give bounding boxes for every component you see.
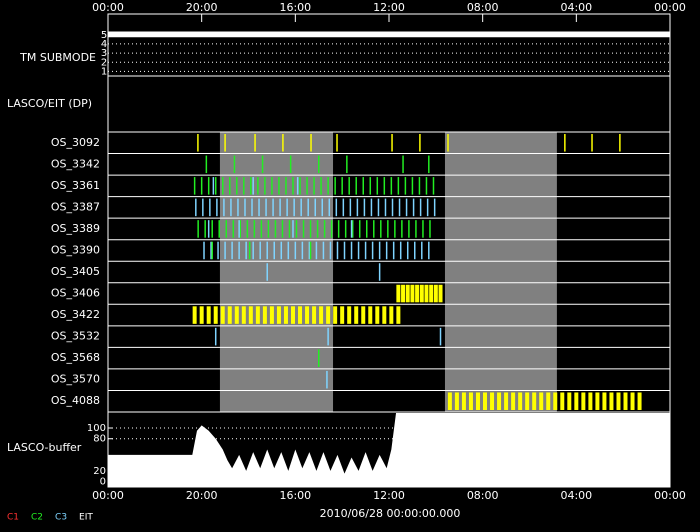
submode-label: TM SUBMODE — [19, 51, 96, 64]
submode-tick-label: 2 — [101, 57, 107, 68]
buffer-tick-label: 80 — [93, 434, 106, 445]
buffer-tick-label: 100 — [87, 423, 106, 434]
row-label: OS_3092 — [51, 136, 100, 149]
row-label: OS_3570 — [51, 373, 100, 386]
x-tick-label-bottom: 04:00 — [560, 489, 592, 502]
row-label: OS_3405 — [51, 265, 100, 278]
legend-entry: C3 — [55, 513, 67, 523]
row-label: OS_3390 — [51, 243, 100, 256]
x-tick-label-bottom: 20:00 — [186, 489, 218, 502]
shaded-band — [444, 132, 557, 412]
dp-label: LASCO/EIT (DP) — [7, 97, 92, 110]
frame: 00:00 00:00 20:00 20:00 16:00 16:00 12:00 12:00… — [7, 1, 686, 523]
row-label: OS_3361 — [51, 179, 100, 192]
buffer-area — [108, 413, 670, 487]
x-tick-label-bottom: 00:00 — [654, 489, 686, 502]
legend-entry: C1 — [7, 513, 19, 523]
buffer-tick-label: 20 — [93, 466, 106, 477]
x-tick-label-top: 20:00 — [186, 1, 218, 14]
date-label: 2010/06/28 00:00:00.000 — [320, 507, 461, 520]
buffer-tick-label: 0 — [100, 477, 106, 488]
row-label: OS_3342 — [51, 157, 100, 170]
row-label: OS_3568 — [51, 351, 100, 364]
legend-entry: C2 — [31, 513, 43, 523]
row-label: OS_3387 — [51, 200, 100, 213]
x-tick-label-top: 04:00 — [560, 1, 592, 14]
row-label: OS_3422 — [51, 308, 100, 321]
row-label: OS_3532 — [51, 330, 100, 343]
legend-entry: EIT — [79, 513, 93, 523]
x-tick-label-top: 08:00 — [467, 1, 499, 14]
x-tick-label-bottom: 16:00 — [279, 489, 311, 502]
submode-tick-label: 3 — [101, 48, 107, 59]
row-label: OS_4088 — [51, 394, 100, 407]
shaded-band — [219, 132, 334, 412]
row-label: OS_3389 — [51, 222, 100, 235]
x-tick-label-top: 12:00 — [373, 1, 405, 14]
x-tick-label-bottom: 08:00 — [467, 489, 499, 502]
buffer-label: LASCO-buffer — [7, 441, 82, 454]
x-tick-label-top: 00:00 — [92, 1, 124, 14]
frame-box — [107, 13, 671, 488]
submode-tick-label: 1 — [101, 66, 107, 77]
row-label: OS_3406 — [51, 287, 100, 300]
x-tick-label-bottom: 12:00 — [373, 489, 405, 502]
x-tick-label-top: 00:00 — [654, 1, 686, 14]
submode-tick-label: 4 — [101, 39, 107, 50]
submode-tick-label: 5 — [101, 30, 107, 41]
x-tick-label-bottom: 00:00 — [92, 489, 124, 502]
x-tick-label-top: 16:00 — [279, 1, 311, 14]
